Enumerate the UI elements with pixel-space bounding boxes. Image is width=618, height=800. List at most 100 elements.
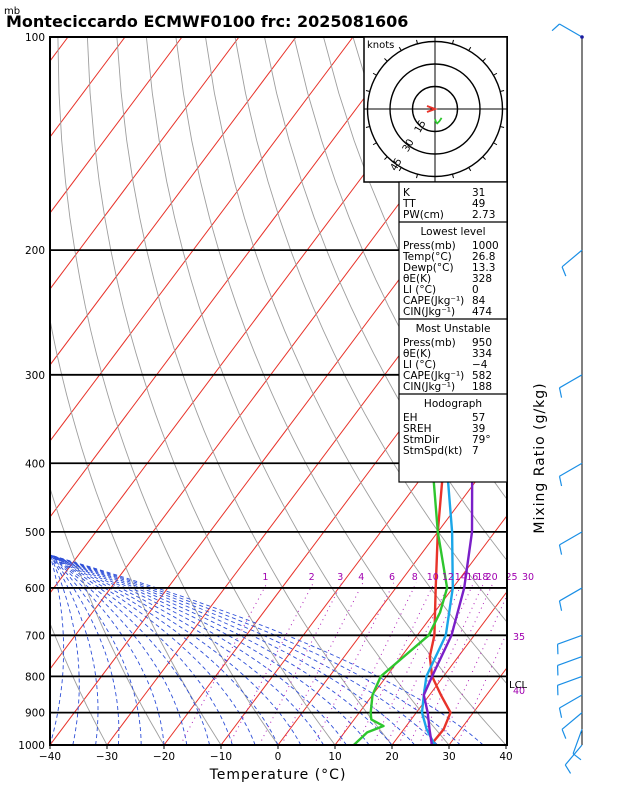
hodograph-tick [365,125,370,128]
temperature-tick-label: −20 [153,751,175,763]
dry-adiabat-line [589,37,618,745]
hodograph-stats-row-value: 57 [472,412,485,424]
storm-motion-marker [426,105,438,113]
wind-barb-staff [564,744,583,766]
lowest-level-row-label: Temp(°C) [402,251,452,263]
mixing-ratio-line [179,582,268,745]
lowest-level-row-label: θE(K) [403,273,431,285]
moist-adiabat-line [50,554,120,745]
pressure-tick-label: 200 [25,245,45,257]
wind-barb-staff [561,712,583,730]
moist-adiabat-line [50,554,142,745]
temperature-tick-label: 40 [499,751,512,763]
hodograph-tick [384,58,388,62]
mixing-ratio-label: 14 [455,572,467,583]
wind-barb-flag [564,764,572,774]
wind-barb-staff [559,23,583,38]
lowest-level-row-label: Press(mb) [403,240,456,252]
lowest-level-row-value: 84 [472,295,486,307]
dry-adiabat-line [145,37,450,745]
isotherm-line [0,37,11,745]
x-axis-label: Temperature (°C) [209,767,347,783]
isotherm-line [50,37,240,290]
mixing-ratio-label: 4 [358,572,364,583]
lowest-level-row-label: Dewp(°C) [403,262,454,274]
hodograph-stats-row-value: 7 [472,445,479,457]
lowest-level-row-value: 0 [472,284,479,296]
pressure-tick-label: 600 [25,583,45,595]
isotherm-line [391,590,507,745]
wind-barb-flag [558,476,563,487]
isotherm-line [334,514,507,745]
hodograph-tick [398,46,402,51]
pressure-tick-label: 800 [25,671,45,683]
lowest-level-row-label: CAPE(Jkg⁻¹) [403,295,464,307]
wind-barb-staff [559,587,583,602]
index-row-value: 31 [472,187,485,199]
hodograph-tick [416,39,419,44]
most-unstable-row-label: Press(mb) [403,337,456,349]
mixing-ratio-axis-label: Mixing Ratio (g/kg) [532,382,548,533]
wind-barb-flag [558,544,563,555]
wind-barb-staff [559,462,583,477]
pressure-tick-label: 900 [25,708,45,720]
wind-barb-staff [557,675,583,686]
hodograph-tick [482,58,486,62]
lowest-level-row-value: 328 [472,273,492,285]
lcl-marker-label: LCL [509,680,528,691]
lowest-level-row-value: 474 [472,306,492,318]
mixing-ratio-label: 16 [466,572,478,583]
most-unstable-row-value: −4 [472,359,488,371]
hodograph-tick [372,72,377,76]
dry-adiabat-line [264,37,507,562]
pressure-tick-labels: 100 200 300 400 500 600 700 800 900 1000 [18,32,45,752]
dry-adiabat-line [175,37,507,745]
most-unstable-row-value: 950 [472,337,492,349]
mixing-ratio-label: 6 [389,572,395,583]
mixing-ratio-label: 40 [513,686,525,697]
dry-adiabat-line [50,486,165,745]
hodograph-tick [384,156,388,160]
mixing-ratio-label: 25 [505,572,517,583]
most-unstable-row-label: CAPE(Jkg⁻¹) [403,370,464,382]
hodograph-unit: knots [367,40,394,51]
index-row-value: 49 [472,198,485,210]
hodograph-stats-row-label: EH [403,412,418,424]
moist-adiabat-line [50,554,461,745]
mixing-ratio-label: 3 [337,572,343,583]
mixing-ratio-label: 18 [476,572,488,583]
isotherm-line [50,37,183,214]
hodograph-tick [493,72,498,76]
wind-barb-staff [572,729,583,754]
most-unstable-row-label: θE(K) [403,348,431,360]
wind-barb-staff [561,249,583,268]
pressure-unit-label: mb [4,6,20,17]
hodograph-tick [416,174,419,179]
hodograph-tick [468,167,472,172]
lowest-level-row-value: 26.8 [472,251,495,263]
hodograph-tick [451,174,454,179]
hodograph-stats-row-label: StmDir [403,434,440,446]
wind-barb-flag [558,387,563,398]
temperature-tick-labels: −40 −30 −20 −10 0 10 20 30 40 [39,745,513,763]
hodograph-stats-row-value: 39 [472,423,485,435]
hodograph-tick [451,39,454,44]
hodograph-stats-row-label: SREH [403,423,432,435]
pressure-tick-label: 100 [25,32,45,44]
hodograph-ring [389,63,481,155]
mixing-ratio-label: 10 [427,572,439,583]
index-row-label: TT [402,198,416,210]
wind-barb-flag [558,600,563,611]
dry-adiabat-line [560,37,618,745]
index-row-label: K [403,187,411,199]
hodograph-tick [372,142,377,146]
dry-adiabat-line [57,37,279,745]
lowest-level-row-value: 13.3 [472,262,495,274]
lowest-level-row-label: CIN(Jkg⁻¹) [403,306,455,318]
mixing-ratio-label: 1 [262,572,268,583]
moist-adiabat-line [50,553,80,745]
isotherm-line [106,210,507,745]
dry-adiabat-line [293,37,507,500]
